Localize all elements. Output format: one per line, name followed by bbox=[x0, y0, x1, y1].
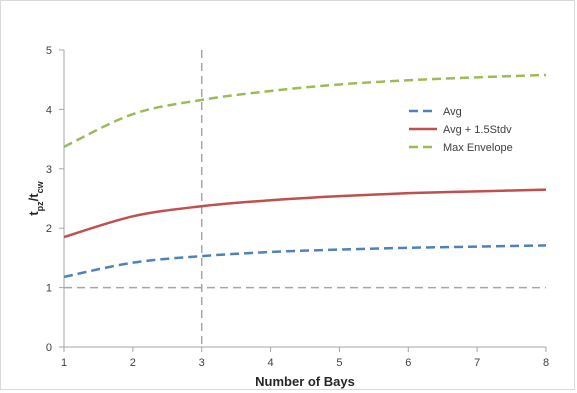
x-axis-title: Number of Bays bbox=[255, 374, 355, 389]
series-line-avg-1-5stdv bbox=[63, 188, 547, 239]
series-lines bbox=[63, 73, 547, 279]
series-line-max-envelope bbox=[63, 73, 547, 148]
y-tick-label: 4 bbox=[46, 104, 52, 116]
x-tick-label: 2 bbox=[130, 357, 136, 369]
x-tick-label: 8 bbox=[543, 357, 549, 369]
y-axis-title-sep: /t bbox=[26, 193, 41, 202]
reference-lines bbox=[64, 50, 546, 347]
x-tick-label: 6 bbox=[405, 357, 411, 369]
x-tick-label: 7 bbox=[474, 357, 480, 369]
y-tick-label: 0 bbox=[46, 342, 52, 354]
y-tick-label: 1 bbox=[46, 283, 52, 295]
x-tick-label: 4 bbox=[268, 357, 274, 369]
y-tick-label: 5 bbox=[46, 45, 52, 57]
x-tick-label: 5 bbox=[336, 357, 342, 369]
x-tick-label: 1 bbox=[61, 357, 67, 369]
y-axis-title-main: t bbox=[26, 211, 41, 216]
legend-entry-label: Max Envelope bbox=[443, 142, 513, 154]
y-tick-label: 3 bbox=[46, 164, 52, 176]
x-tick-label: 3 bbox=[199, 357, 205, 369]
y-axis-title-sub2: cw bbox=[35, 180, 45, 193]
legend-entry-label: Avg bbox=[443, 106, 462, 118]
y-tick-label: 2 bbox=[46, 223, 52, 235]
legend: Avg Avg + 1.5Stdv Max Envelope bbox=[409, 106, 513, 154]
axes bbox=[59, 49, 547, 352]
y-axis-title-sub1: pz bbox=[35, 201, 45, 211]
series-line-avg bbox=[63, 244, 547, 279]
y-axis-title: tpz/tcw bbox=[26, 180, 45, 215]
legend-entry-label: Avg + 1.5Stdv bbox=[443, 124, 512, 136]
